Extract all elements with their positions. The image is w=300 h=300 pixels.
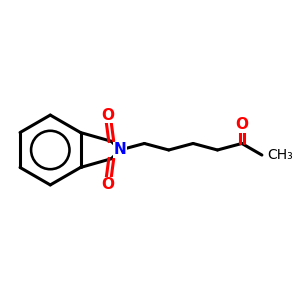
Text: CH₃: CH₃ [267, 148, 293, 162]
Text: O: O [101, 177, 114, 192]
Text: N: N [114, 142, 126, 158]
Text: O: O [101, 108, 114, 123]
Text: O: O [235, 117, 248, 132]
